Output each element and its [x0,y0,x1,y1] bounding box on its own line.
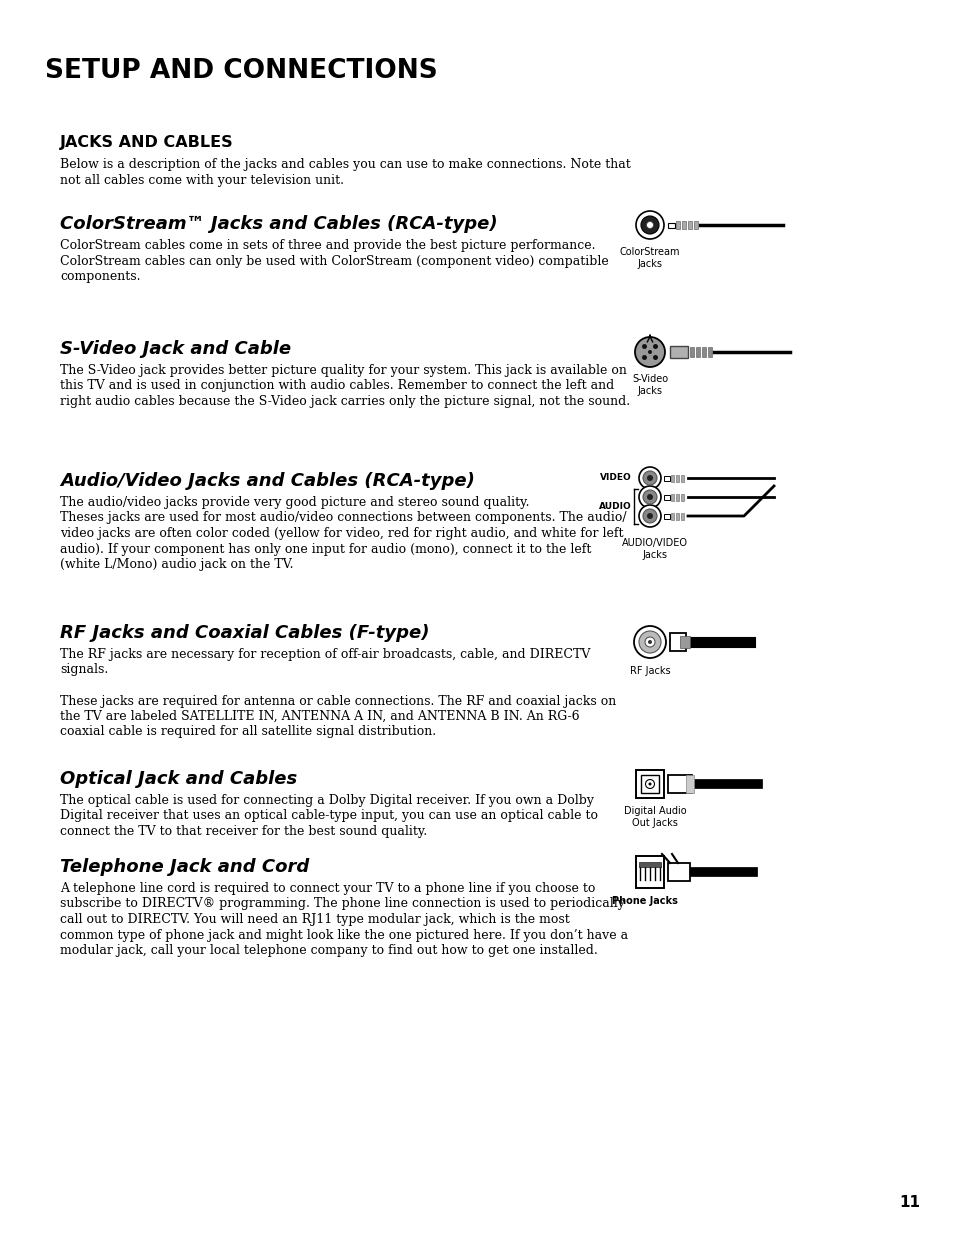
Bar [693,221,698,228]
Circle shape [634,626,665,658]
Text: 11: 11 [898,1195,919,1210]
Text: right audio cables because the S-Video jack carries only the picture signal, not: right audio cables because the S-Video j… [60,395,630,408]
Bar [639,862,660,867]
Text: common type of phone jack and might look like the one pictured here. If you don’: common type of phone jack and might look… [60,929,627,941]
Bar [640,776,659,793]
Bar [676,474,679,482]
Bar [667,776,691,793]
Bar [680,494,684,500]
Circle shape [646,221,653,228]
Circle shape [641,345,646,350]
Bar [663,475,669,480]
Bar [676,513,679,520]
Bar [707,347,711,357]
Text: Digital Audio
Out Jacks: Digital Audio Out Jacks [623,806,685,827]
Text: Optical Jack and Cables: Optical Jack and Cables [60,769,297,788]
Circle shape [652,345,658,350]
Text: JACKS AND CABLES: JACKS AND CABLES [60,135,233,149]
Text: the TV are labeled SATELLITE IN, ANTENNA A IN, and ANTENNA B IN. An RG-6: the TV are labeled SATELLITE IN, ANTENNA… [60,710,579,722]
Text: call out to DIRECTV. You will need an RJ11 type modular jack, which is the most: call out to DIRECTV. You will need an RJ… [60,913,569,926]
Text: The optical cable is used for connecting a Dolby Digital receiver. If you own a : The optical cable is used for connecting… [60,794,594,806]
Text: VIDEO: VIDEO [599,473,631,483]
Text: signals.: signals. [60,663,108,677]
Bar [636,769,663,798]
Bar [667,222,675,227]
Circle shape [640,216,659,233]
Text: The S-Video jack provides better picture quality for your system. This jack is a: The S-Video jack provides better picture… [60,364,626,377]
Circle shape [648,783,651,785]
Text: ColorStream™ Jacks and Cables (RCA-type): ColorStream™ Jacks and Cables (RCA-type) [60,215,497,233]
Text: Digital receiver that uses an optical cable-type input, you can use an optical c: Digital receiver that uses an optical ca… [60,809,598,823]
Circle shape [646,475,652,480]
Text: ColorStream
Jacks: ColorStream Jacks [619,247,679,268]
Circle shape [652,354,658,359]
Text: subscribe to DIRECTV® programming. The phone line connection is used to periodic: subscribe to DIRECTV® programming. The p… [60,898,624,910]
Bar [681,221,685,228]
Bar [669,346,687,358]
Text: A telephone line cord is required to connect your TV to a phone line if you choo: A telephone line cord is required to con… [60,882,595,895]
Text: AUDIO: AUDIO [598,501,631,511]
Bar [680,474,684,482]
Text: Audio/Video Jacks and Cables (RCA-type): Audio/Video Jacks and Cables (RCA-type) [60,472,475,490]
Circle shape [642,490,657,504]
Bar [670,494,674,500]
Circle shape [644,637,655,647]
Text: audio). If your component has only one input for audio (mono), connect it to the: audio). If your component has only one i… [60,542,591,556]
Text: RF Jacks: RF Jacks [629,666,670,676]
Bar [679,636,689,648]
Text: These jacks are required for antenna or cable connections. The RF and coaxial ja: These jacks are required for antenna or … [60,694,616,708]
Text: ColorStream cables come in sets of three and provide the best picture performanc: ColorStream cables come in sets of three… [60,240,595,252]
Bar [667,863,689,881]
Text: this TV and is used in conjunction with audio cables. Remember to connect the le: this TV and is used in conjunction with … [60,379,614,393]
Text: not all cables come with your television unit.: not all cables come with your television… [60,174,344,186]
Circle shape [635,337,664,367]
Text: video jacks are often color coded (yellow for video, red for right audio, and wh: video jacks are often color coded (yello… [60,527,623,540]
Circle shape [639,631,660,653]
Circle shape [641,354,646,359]
Text: RF Jacks and Coaxial Cables (F-type): RF Jacks and Coaxial Cables (F-type) [60,624,429,642]
Text: Theses jacks are used for most audio/video connections between components. The a: Theses jacks are used for most audio/vid… [60,511,626,525]
Text: components.: components. [60,270,140,283]
Text: S-Video
Jacks: S-Video Jacks [631,374,667,395]
Bar [663,494,669,499]
Circle shape [642,509,657,522]
Text: S-Video Jack and Cable: S-Video Jack and Cable [60,340,291,358]
Bar [670,513,674,520]
Text: The RF jacks are necessary for reception of off-air broadcasts, cable, and DIREC: The RF jacks are necessary for reception… [60,648,590,661]
Text: AUDIO/VIDEO
Jacks: AUDIO/VIDEO Jacks [621,538,687,559]
Text: ColorStream cables can only be used with ColorStream (component video) compatibl: ColorStream cables can only be used with… [60,254,608,268]
Bar [670,474,674,482]
Circle shape [646,494,652,500]
Bar [676,494,679,500]
Bar [636,856,663,888]
Text: connect the TV to that receiver for the best sound quality.: connect the TV to that receiver for the … [60,825,427,839]
Bar [685,776,693,793]
Circle shape [636,211,663,240]
Text: Phone Jacks: Phone Jacks [612,897,678,906]
Bar [663,514,669,519]
Circle shape [639,487,660,508]
Bar [689,347,693,357]
Circle shape [639,505,660,527]
Bar [669,634,685,651]
Circle shape [639,467,660,489]
Text: Below is a description of the jacks and cables you can use to make connections. : Below is a description of the jacks and … [60,158,630,170]
Text: SETUP AND CONNECTIONS: SETUP AND CONNECTIONS [45,58,437,84]
Text: modular jack, call your local telephone company to find out how to get one insta: modular jack, call your local telephone … [60,944,598,957]
Text: (white L/Mono) audio jack on the TV.: (white L/Mono) audio jack on the TV. [60,558,294,571]
Text: The audio/video jacks provide very good picture and stereo sound quality.: The audio/video jacks provide very good … [60,496,529,509]
Bar [687,221,691,228]
Bar [701,347,705,357]
Text: coaxial cable is required for all satellite signal distribution.: coaxial cable is required for all satell… [60,725,436,739]
Bar [680,513,684,520]
Text: Telephone Jack and Cord: Telephone Jack and Cord [60,858,309,876]
Circle shape [647,640,651,643]
Bar [676,221,679,228]
Circle shape [642,471,657,485]
Circle shape [647,350,651,354]
Circle shape [646,513,652,519]
Bar [696,347,700,357]
